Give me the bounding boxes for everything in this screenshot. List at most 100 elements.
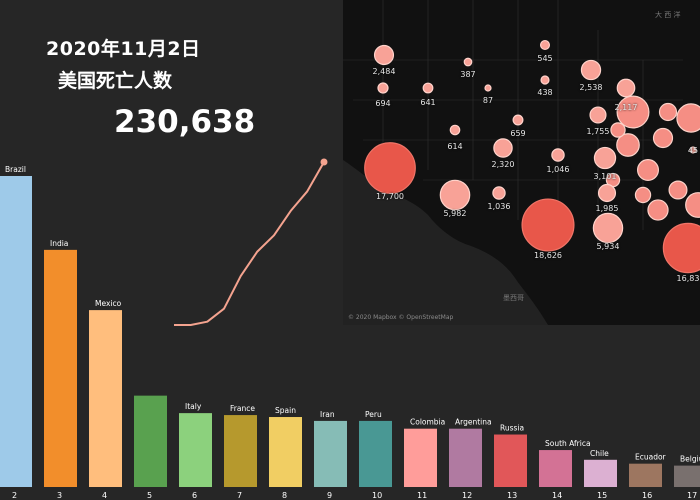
state-bubble[interactable] bbox=[652, 127, 674, 149]
bar-label: India bbox=[50, 239, 68, 248]
bar-label: Colombia bbox=[410, 418, 445, 427]
bar-france bbox=[224, 415, 257, 487]
state-bubble[interactable] bbox=[616, 133, 640, 157]
trend-line-chart bbox=[174, 158, 328, 326]
bubble-label: 1,046 bbox=[546, 165, 570, 174]
map-sea bbox=[343, 160, 548, 325]
bar-spain bbox=[269, 417, 302, 487]
bubble-label: 694 bbox=[375, 99, 391, 108]
state-bubble[interactable] bbox=[377, 82, 389, 94]
state-bubble[interactable] bbox=[593, 146, 617, 170]
state-bubble[interactable] bbox=[551, 148, 565, 162]
state-bubble[interactable] bbox=[616, 78, 636, 98]
state-bubble[interactable] bbox=[449, 124, 461, 136]
bubble-label: 1,036 bbox=[487, 202, 511, 211]
bubble-label: 1,755 bbox=[586, 127, 610, 136]
state-bubble[interactable] bbox=[580, 59, 602, 81]
state-bubble[interactable] bbox=[616, 95, 650, 129]
trend-endpoint bbox=[320, 158, 328, 166]
bubble-label: 5,982 bbox=[443, 209, 467, 218]
bubble-label: 387 bbox=[460, 70, 476, 79]
rank-label: 5 bbox=[147, 491, 152, 500]
bar-label: Ecuador bbox=[635, 453, 667, 462]
bar-ecuador bbox=[629, 463, 662, 487]
rank-label: 7 bbox=[237, 491, 242, 500]
bubble-label: 2,320 bbox=[491, 160, 515, 169]
bubble-label: 45 bbox=[687, 146, 699, 155]
bubble-label: 2,538 bbox=[579, 83, 603, 92]
bubble-label: 5,934 bbox=[596, 242, 620, 251]
state-bubble[interactable] bbox=[668, 180, 688, 200]
state-bubble[interactable] bbox=[493, 138, 513, 158]
state-bubble[interactable] bbox=[422, 82, 434, 94]
bar-italy bbox=[179, 413, 212, 487]
bar-label: Iran bbox=[320, 410, 335, 419]
state-bubble[interactable] bbox=[364, 142, 416, 194]
bar-label: France bbox=[230, 404, 255, 413]
bubble-label: 614 bbox=[447, 142, 463, 151]
bubble-label: 17,700 bbox=[376, 192, 404, 201]
state-bubble[interactable] bbox=[634, 186, 652, 204]
rank-label: 11 bbox=[417, 491, 427, 500]
bar-brazil bbox=[0, 176, 32, 487]
bar-label: Peru bbox=[365, 410, 382, 419]
rank-label: 8 bbox=[282, 491, 287, 500]
state-bubble[interactable] bbox=[484, 84, 492, 92]
bubble-label: 438 bbox=[537, 88, 553, 97]
state-bubble[interactable] bbox=[463, 57, 473, 67]
bar-mexico bbox=[89, 310, 122, 487]
state-bubble[interactable] bbox=[589, 106, 607, 124]
country-bar-chart: Brazil 2 India 3 Mexico 4 5 Italy 6 France 7 Spain 8… bbox=[0, 165, 700, 500]
map-place-mexico: 墨西哥 bbox=[503, 294, 524, 302]
rank-label: 4 bbox=[102, 491, 107, 500]
rank-label: 14 bbox=[552, 491, 562, 500]
rank-label: 2 bbox=[12, 491, 17, 500]
state-bubble[interactable] bbox=[521, 198, 575, 252]
rank-label: 10 bbox=[372, 491, 382, 500]
us-map[interactable]: 墨西哥 大 西 洋 © 2020 Mapbox © OpenStreetMap … bbox=[343, 0, 700, 325]
bubble-label: 659 bbox=[510, 129, 526, 138]
bar-iran bbox=[314, 420, 347, 487]
bar-rank-5 bbox=[134, 395, 167, 487]
state-bubble[interactable] bbox=[512, 114, 524, 126]
date-title: 2020年11月2日 bbox=[46, 38, 201, 60]
rank-label: 16 bbox=[642, 491, 652, 500]
bubble-label: 18,626 bbox=[534, 251, 562, 260]
bubble-label: 641 bbox=[420, 98, 436, 107]
state-bubble[interactable] bbox=[539, 39, 551, 51]
map-attribution[interactable]: © 2020 Mapbox © OpenStreetMap bbox=[348, 314, 454, 321]
state-bubble[interactable] bbox=[540, 75, 550, 85]
state-bubble[interactable] bbox=[492, 186, 506, 200]
bar-label: Russia bbox=[500, 424, 524, 433]
bar-label: Argentina bbox=[455, 418, 492, 427]
map-land bbox=[343, 0, 700, 325]
rank-label: 6 bbox=[192, 491, 197, 500]
bubble-label: 16,83 bbox=[676, 274, 700, 283]
state-bubble[interactable] bbox=[597, 183, 617, 203]
rank-label: 17 bbox=[687, 491, 697, 500]
bar-chile bbox=[584, 459, 617, 487]
state-bubble[interactable] bbox=[439, 179, 471, 211]
state-bubble[interactable] bbox=[636, 158, 660, 182]
bar-belgium bbox=[674, 465, 700, 487]
state-bubble[interactable] bbox=[647, 199, 669, 221]
state-bubble[interactable] bbox=[662, 222, 700, 274]
map-canvas bbox=[343, 0, 700, 325]
bar-label: Belgium bbox=[680, 455, 700, 464]
bar-india bbox=[44, 249, 77, 487]
state-bubble[interactable] bbox=[610, 122, 626, 138]
death-count: 230,638 bbox=[114, 104, 256, 140]
state-bubble[interactable] bbox=[689, 146, 697, 154]
rank-label: 12 bbox=[462, 491, 472, 500]
state-bubble[interactable] bbox=[373, 44, 395, 66]
state-bubble[interactable] bbox=[592, 212, 624, 244]
bar-russia bbox=[494, 434, 527, 487]
state-bubble[interactable] bbox=[658, 102, 678, 122]
bar-argentina bbox=[449, 428, 482, 487]
state-bubble[interactable] bbox=[676, 103, 700, 133]
state-bubble[interactable] bbox=[685, 192, 700, 218]
bubble-label: 87 bbox=[482, 96, 494, 105]
bar-label: Mexico bbox=[95, 299, 122, 308]
rank-label: 3 bbox=[57, 491, 62, 500]
rank-label: 15 bbox=[597, 491, 607, 500]
